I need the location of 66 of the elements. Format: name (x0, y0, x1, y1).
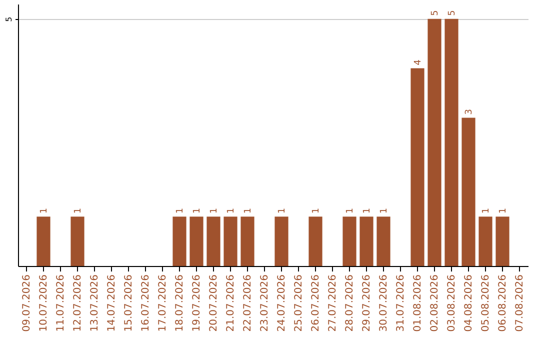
data-label: 1 (312, 208, 322, 214)
bar (274, 216, 288, 266)
x-tick-label: 06.08.2026 (498, 274, 508, 332)
x-tick-label: 28.07.2026 (344, 274, 356, 332)
data-label: 1 (74, 208, 84, 214)
x-tick-label: 30.07.2026 (378, 274, 390, 332)
x-tick-label: 10.07.2026 (38, 274, 50, 332)
x-tick-label: 14.07.2026 (106, 274, 118, 332)
bar (496, 216, 510, 266)
x-tick-label: 26.07.2026 (310, 274, 322, 332)
x-tick-label: 31.07.2026 (396, 274, 406, 332)
x-tick-label: 05.08.2026 (480, 274, 492, 332)
bar (240, 216, 254, 266)
data-label: 1 (380, 208, 390, 214)
x-tick-label: 15.07.2026 (124, 274, 134, 332)
x-tick-label: 18.07.2026 (174, 274, 186, 332)
data-label: 1 (40, 208, 50, 214)
bar (478, 216, 492, 266)
x-tick-label: 19.07.2026 (192, 274, 202, 332)
x-tick-label: 12.07.2026 (72, 274, 84, 332)
data-label: 1 (278, 208, 288, 214)
x-tick-label: 29.07.2026 (362, 274, 372, 332)
data-label: 5 (448, 10, 458, 16)
x-tick-label: 13.07.2026 (90, 274, 100, 332)
x-tick-label: 02.08.2026 (430, 274, 440, 332)
x-tick-label: 23.07.2026 (260, 274, 270, 332)
x-tick-label: 07.08.2026 (514, 274, 526, 332)
data-label: 1 (192, 208, 202, 214)
bar (360, 216, 374, 266)
x-tick-label: 01.08.2026 (412, 274, 424, 332)
data-label: 5 (430, 10, 440, 16)
x-tick-label: 11.07.2026 (56, 274, 66, 332)
x-tick-label: 22.07.2026 (242, 274, 254, 332)
bar (428, 18, 442, 266)
data-label: 4 (414, 59, 424, 66)
bar (206, 216, 220, 266)
bar (224, 216, 238, 266)
bar (410, 68, 424, 266)
bar (172, 216, 186, 266)
data-label: 1 (498, 208, 508, 214)
data-label: 1 (244, 208, 254, 214)
bar (376, 216, 390, 266)
data-label: 1 (346, 208, 356, 214)
data-label: 3 (464, 108, 474, 115)
data-label: 1 (362, 208, 372, 214)
x-tick-label: 16.07.2026 (140, 274, 152, 332)
data-label: 1 (226, 208, 236, 214)
data-label: 1 (482, 208, 492, 214)
x-tick-label: 21.07.2026 (226, 274, 236, 332)
bar (462, 118, 476, 266)
x-tick-label: 27.07.2026 (328, 274, 338, 332)
bar (70, 216, 84, 266)
bar (308, 216, 322, 266)
bar (444, 18, 458, 266)
bar (36, 216, 50, 266)
x-tick-label: 17.07.2026 (158, 274, 168, 332)
x-tick-label: 20.07.2026 (208, 274, 220, 332)
x-tick-label: 03.08.2026 (446, 274, 458, 332)
x-tick-label: 04.08.2026 (464, 274, 474, 332)
bar (342, 216, 356, 266)
x-tick-label: 25.07.2026 (294, 274, 304, 332)
data-label: 1 (176, 208, 186, 214)
x-tick-label: 09.07.2026 (22, 274, 32, 332)
bar (190, 216, 204, 266)
x-tick-label: 24.07.2026 (276, 274, 288, 332)
data-label: 1 (210, 208, 220, 214)
